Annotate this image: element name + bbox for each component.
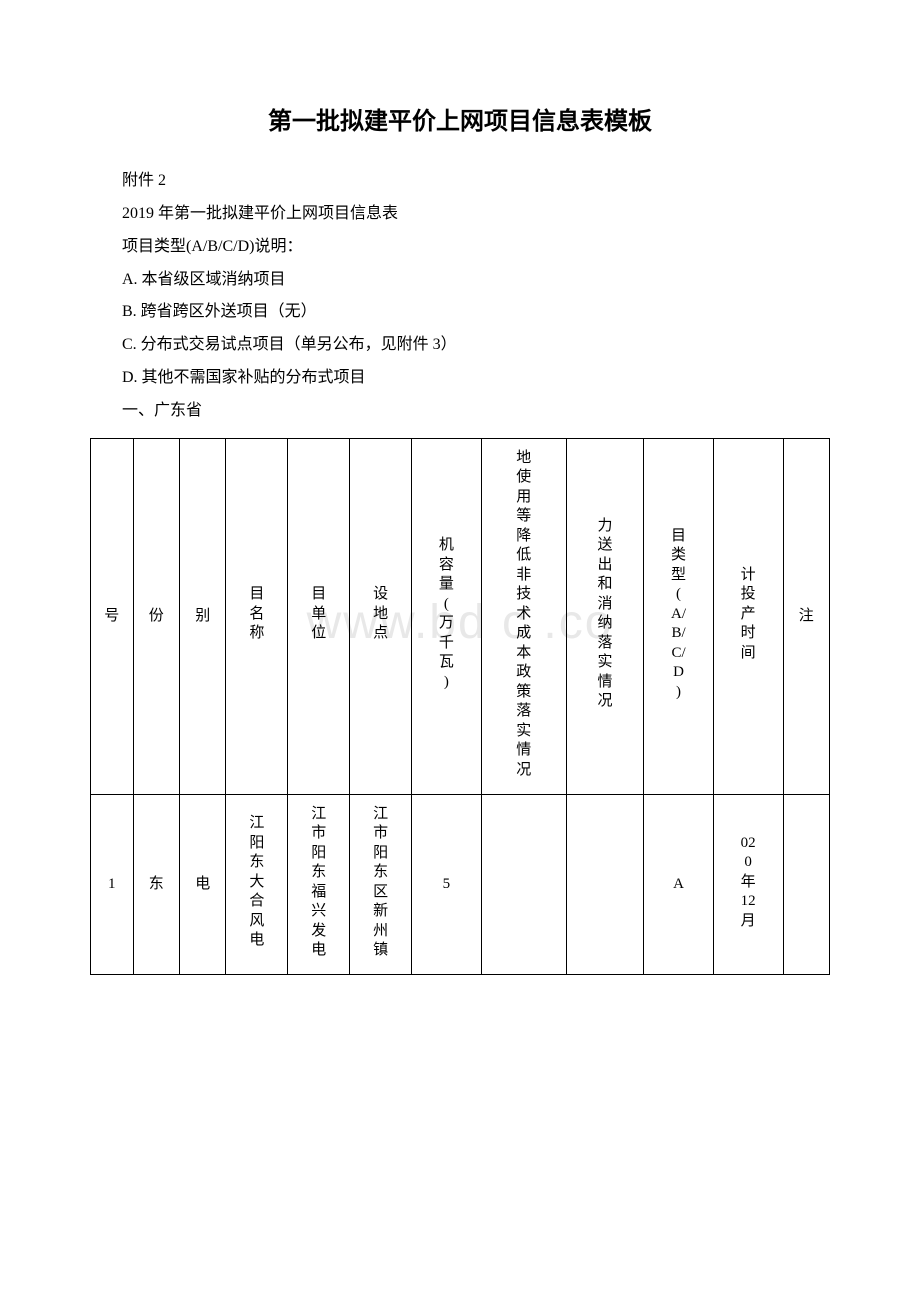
table-cell: 5 bbox=[412, 794, 482, 975]
table-cell: 东 bbox=[133, 794, 179, 975]
header-cell: 份 bbox=[133, 438, 179, 794]
header-cell: 计投产时间 bbox=[713, 438, 783, 794]
type-d: D. 其他不需国家补贴的分布式项目 bbox=[90, 364, 830, 393]
year-title: 2019 年第一批拟建平价上网项目信息表 bbox=[90, 200, 830, 229]
table-cell: 江市阳东区新州镇 bbox=[350, 794, 412, 975]
table-cell: 江市阳东福兴发电 bbox=[288, 794, 350, 975]
type-intro: 项目类型(A/B/C/D)说明： bbox=[90, 233, 830, 262]
header-cell: 目名称 bbox=[226, 438, 288, 794]
table-cell: 江阳东大合风电 bbox=[226, 794, 288, 975]
type-b: B. 跨省跨区外送项目（无） bbox=[90, 298, 830, 327]
table-cell: 1 bbox=[91, 794, 134, 975]
header-cell: 注 bbox=[783, 438, 830, 794]
section-heading: 一、广东省 bbox=[90, 397, 830, 426]
header-cell: 地使用等降低非技术成本政策落实情况 bbox=[481, 438, 566, 794]
header-cell: 设地点 bbox=[350, 438, 412, 794]
type-c: C. 分布式交易试点项目（单另公布，见附件 3） bbox=[90, 331, 830, 360]
table-cell bbox=[783, 794, 830, 975]
table-cell bbox=[566, 794, 643, 975]
header-cell: 号 bbox=[91, 438, 134, 794]
table-cell: 电 bbox=[179, 794, 225, 975]
table-header-row: 号 份 别 目名称 目单位 设地点 机容量(万千瓦) 地使用等降低非技术成本政策… bbox=[91, 438, 830, 794]
attachment-label: 附件 2 bbox=[90, 167, 830, 196]
header-cell: 目类型(A/B/C/D) bbox=[644, 438, 714, 794]
table-cell: A bbox=[644, 794, 714, 975]
table-row: 1 东 电 江阳东大合风电 江市阳东福兴发电 江市阳东区新州镇 5 A 020年… bbox=[91, 794, 830, 975]
table-cell: 020年12月 bbox=[713, 794, 783, 975]
header-cell: 别 bbox=[179, 438, 225, 794]
header-cell: 目单位 bbox=[288, 438, 350, 794]
project-info-table: 号 份 别 目名称 目单位 设地点 机容量(万千瓦) 地使用等降低非技术成本政策… bbox=[90, 438, 830, 976]
header-cell: 力送出和消纳落实情况 bbox=[566, 438, 643, 794]
header-cell: 机容量(万千瓦) bbox=[412, 438, 482, 794]
type-a: A. 本省级区域消纳项目 bbox=[90, 266, 830, 295]
table-cell bbox=[481, 794, 566, 975]
document-title: 第一批拟建平价上网项目信息表模板 bbox=[90, 100, 830, 143]
